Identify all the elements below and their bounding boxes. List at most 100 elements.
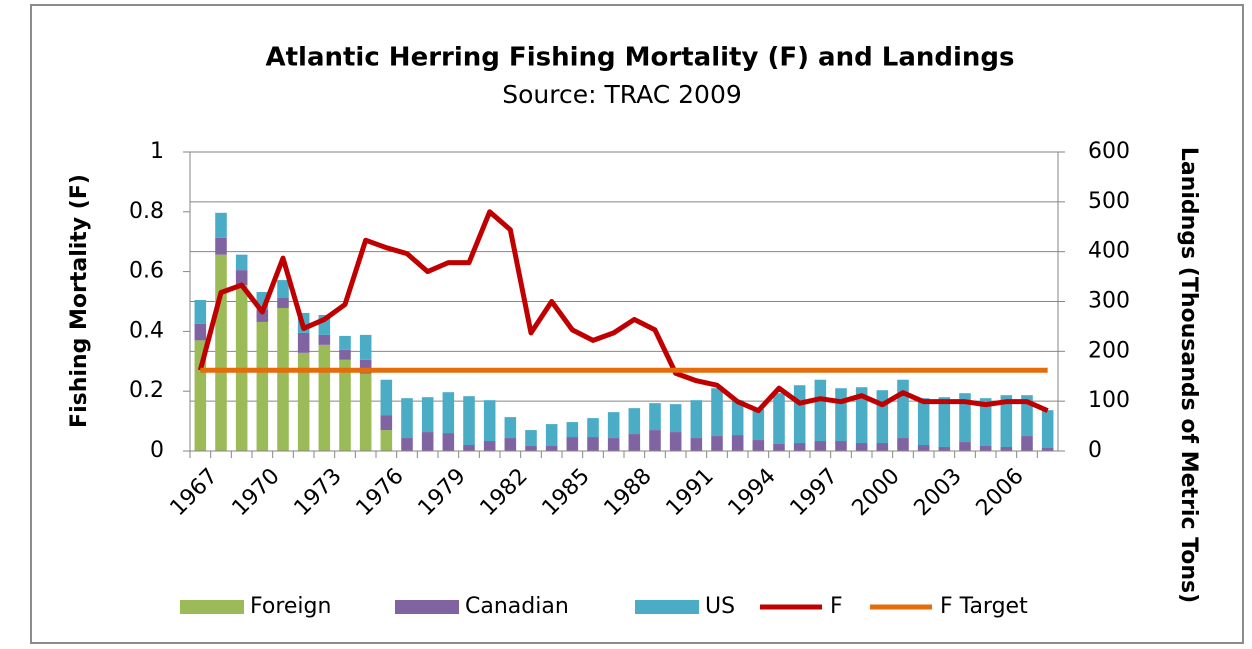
y-tick-label: 0.8: [129, 199, 164, 224]
legend-label: US: [705, 594, 735, 619]
bar: [463, 396, 475, 446]
y2-tick-label: 100: [1088, 388, 1130, 413]
bar: [938, 397, 951, 448]
chart-subtitle: Source: TRAC 2009: [502, 80, 742, 109]
bar: [711, 436, 723, 451]
bar: [917, 398, 930, 446]
bar: [256, 292, 269, 310]
bar: [690, 400, 703, 439]
bar: [628, 408, 641, 435]
bar: [649, 430, 661, 451]
bar: [814, 379, 827, 442]
y-tick-label: 0: [150, 438, 164, 463]
bar: [380, 430, 393, 451]
bar: [835, 388, 847, 442]
bar: [421, 397, 434, 433]
y2-axis-title: Lanidngs (Thousands of Metric Tons): [1176, 147, 1201, 603]
bar: [607, 412, 620, 439]
bar: [215, 212, 227, 238]
bar: [525, 446, 537, 451]
bar: [793, 443, 806, 451]
bar: [380, 415, 393, 431]
bar: [917, 445, 930, 451]
bar: [959, 393, 971, 443]
bar: [194, 340, 207, 451]
bar: [773, 393, 785, 445]
bar: [318, 344, 331, 451]
bar: [897, 379, 909, 439]
line: [197, 209, 1049, 414]
bar: [1041, 410, 1054, 449]
bar: [835, 441, 847, 451]
bar: [876, 443, 889, 451]
y2-tick-label: 300: [1088, 289, 1130, 314]
legend-label: Foreign: [250, 594, 331, 619]
bar: [690, 438, 703, 451]
bar: [1041, 448, 1054, 451]
bar: [525, 430, 537, 447]
bar: [215, 254, 227, 451]
bar: [256, 321, 269, 451]
bar: [731, 400, 744, 436]
bar: [752, 409, 765, 441]
bar: [297, 352, 310, 451]
bar: [235, 254, 248, 271]
bar: [793, 385, 806, 444]
bar: [979, 398, 992, 447]
legend-swatch: [180, 600, 244, 614]
bar: [463, 445, 475, 451]
bar: [628, 434, 641, 451]
bar: [401, 398, 413, 439]
y-tick-label: 0.2: [129, 378, 164, 403]
bar: [504, 417, 517, 439]
bar: [339, 335, 351, 350]
y-axis-title: Fishing Mortality (F): [67, 174, 92, 428]
bar: [318, 334, 331, 345]
chart-title: Atlantic Herring Fishing Mortality (F) a…: [265, 43, 1014, 73]
bar: [194, 300, 207, 324]
bar: [215, 237, 227, 255]
bar: [711, 388, 723, 437]
bar: [421, 432, 434, 451]
bar: [339, 359, 351, 451]
bar: [566, 437, 579, 451]
bar: [359, 334, 372, 360]
y-tick-label: 0.6: [129, 259, 164, 284]
bar: [731, 435, 744, 451]
bar: [607, 438, 620, 451]
bar: [566, 422, 579, 438]
bar: [752, 440, 765, 451]
bar: [194, 323, 207, 341]
bar: [235, 270, 248, 286]
y-tick-label: 1: [150, 139, 164, 164]
bar: [442, 433, 455, 451]
bar: [855, 443, 868, 451]
bar: [483, 441, 496, 451]
bar: [959, 442, 971, 451]
bar: [318, 314, 331, 335]
legend-label: Canadian: [465, 594, 569, 619]
bar: [897, 438, 909, 451]
bar: [587, 437, 599, 451]
y2-tick-label: 500: [1088, 189, 1130, 214]
bar: [669, 404, 682, 433]
bar: [587, 418, 599, 438]
bar: [504, 438, 517, 451]
bar: [359, 373, 372, 451]
bar: [339, 349, 351, 360]
bar: [483, 400, 496, 442]
bar: [277, 298, 289, 308]
y2-tick-label: 200: [1088, 338, 1130, 363]
bar: [876, 390, 889, 444]
chart-frame: [30, 4, 1244, 644]
bar: [277, 280, 289, 299]
bar: [773, 444, 785, 451]
y2-tick-label: 600: [1088, 139, 1130, 164]
bar: [380, 379, 393, 416]
bar: [256, 309, 269, 322]
bar: [649, 403, 661, 431]
bar: [855, 387, 868, 444]
bar: [814, 441, 827, 451]
bar: [359, 359, 372, 374]
bar: [1000, 447, 1013, 451]
